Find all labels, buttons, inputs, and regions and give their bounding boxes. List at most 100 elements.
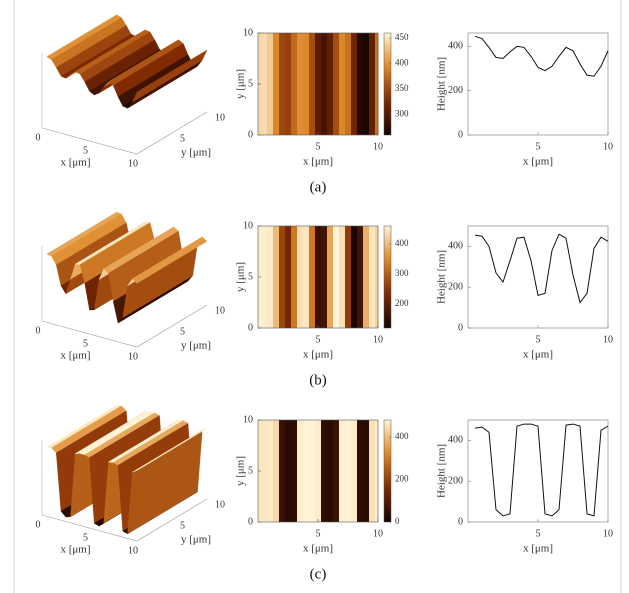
plot-y-label: Height [nm]	[436, 444, 448, 498]
map-cell	[369, 226, 376, 328]
surface-x-tick-label: 10	[128, 158, 138, 169]
plot-y-tick-label: 200	[448, 475, 463, 486]
colorbar-tick-label: 200	[395, 474, 409, 484]
map-y-label: y [μm]	[235, 262, 247, 292]
surface-y-label: y [μm]	[181, 534, 211, 546]
map-x-tick-label: 5	[316, 141, 321, 152]
plot-x-tick-label: 10	[603, 528, 613, 539]
map-cell	[267, 33, 274, 135]
map-cell	[285, 226, 292, 328]
plot-x-tick-label: 5	[536, 334, 541, 345]
colorbar-tick-label: 200	[395, 298, 409, 308]
surface-x-label: x [μm]	[60, 544, 90, 556]
plot-y-label: Height [nm]	[436, 250, 448, 304]
map-cell	[315, 420, 322, 522]
map-y-tick-label: 10	[243, 27, 253, 38]
map-y-label: y [μm]	[235, 69, 247, 99]
plot-y-label: Height [nm]	[436, 57, 448, 111]
map-x-tick-label: 10	[373, 141, 383, 152]
map-cell	[351, 33, 358, 135]
plot-frame	[468, 33, 608, 135]
plot-y-tick-label: 200	[448, 85, 463, 96]
colorbar-tick-label: 400	[395, 431, 409, 441]
map-x-tick-label: 10	[373, 528, 383, 539]
colorbar	[384, 33, 391, 135]
plot-y-tick-label: 400	[448, 241, 463, 252]
map-cell	[297, 33, 304, 135]
map-cell	[297, 420, 304, 522]
map-cell	[321, 420, 328, 522]
map-x-tick-label: 5	[316, 334, 321, 345]
colorbar-tick-label: 0	[395, 516, 400, 526]
surface-x-tick-label: 0	[36, 325, 41, 336]
map-cell	[369, 420, 376, 522]
colorbar	[384, 420, 391, 522]
plot-x-tick-label: 10	[603, 334, 613, 345]
map-cell	[267, 226, 274, 328]
colorbar-tick-label: 300	[395, 268, 409, 278]
map-cell	[267, 420, 274, 522]
plot-y-tick-label: 0	[458, 129, 463, 140]
map-cell	[291, 420, 298, 522]
map-x-tick-label: 5	[316, 528, 321, 539]
map-cell	[309, 420, 316, 522]
surface-y-tick-label: 10	[215, 499, 225, 510]
map-cell	[351, 420, 358, 522]
colorbar	[384, 226, 391, 328]
map-cell	[363, 420, 370, 522]
map-y-tick-label: 0	[248, 516, 253, 527]
map-cell	[345, 33, 352, 135]
plot-x-tick-label: 5	[536, 528, 541, 539]
map-y-tick-label: 0	[248, 322, 253, 333]
surface-x-tick-label: 5	[83, 532, 88, 543]
map-cell	[285, 33, 292, 135]
map-x-label: x [μm]	[303, 543, 333, 555]
map-cell	[339, 33, 346, 135]
surface-y-tick-label: 10	[215, 112, 225, 123]
map-cell	[345, 226, 352, 328]
surface-x-tick-label: 5	[83, 145, 88, 156]
plot-x-label: x [μm]	[523, 543, 553, 555]
plot-x-label: x [μm]	[523, 156, 553, 168]
map-cell	[273, 420, 280, 522]
map-cell	[327, 33, 334, 135]
map-cell	[273, 33, 280, 135]
plot-y-tick-label: 200	[448, 281, 463, 292]
surface-x-tick-label: 10	[128, 545, 138, 556]
colorbar-tick-label: 300	[395, 109, 409, 119]
map-cell	[315, 226, 322, 328]
map-x-tick-label: 10	[373, 334, 383, 345]
map-cell	[321, 33, 328, 135]
colorbar-tick-label: 450	[395, 32, 409, 42]
map-cell	[303, 226, 310, 328]
map-cell	[291, 226, 298, 328]
map-cell	[333, 226, 340, 328]
map-cell	[309, 226, 316, 328]
surface-x-label: x [μm]	[60, 157, 90, 169]
map-cell	[279, 420, 286, 522]
map-cell	[369, 33, 376, 135]
map-cell	[357, 420, 364, 522]
map-y-tick-label: 5	[248, 78, 253, 89]
surface-x-tick-label: 10	[128, 351, 138, 362]
map-cell	[309, 33, 316, 135]
map-y-tick-label: 10	[243, 414, 253, 425]
map-y-tick-label: 10	[243, 220, 253, 231]
plot-x-tick-label: 10	[603, 141, 613, 152]
surface-y-label: y [μm]	[181, 147, 211, 159]
map-cell	[351, 226, 358, 328]
plot-frame	[468, 226, 608, 328]
map-cell	[297, 226, 304, 328]
plot-x-label: x [μm]	[523, 349, 553, 361]
profile-line	[475, 36, 608, 76]
map-cell	[285, 420, 292, 522]
map-cell	[327, 420, 334, 522]
map-cell	[315, 33, 322, 135]
surface-y-tick-label: 10	[215, 305, 225, 316]
plot-y-tick-label: 400	[448, 435, 463, 446]
map-cell	[363, 33, 370, 135]
map-cell	[333, 420, 340, 522]
map-cell	[321, 226, 328, 328]
surface-x-label: x [μm]	[60, 350, 90, 362]
map-x-label: x [μm]	[303, 349, 333, 361]
